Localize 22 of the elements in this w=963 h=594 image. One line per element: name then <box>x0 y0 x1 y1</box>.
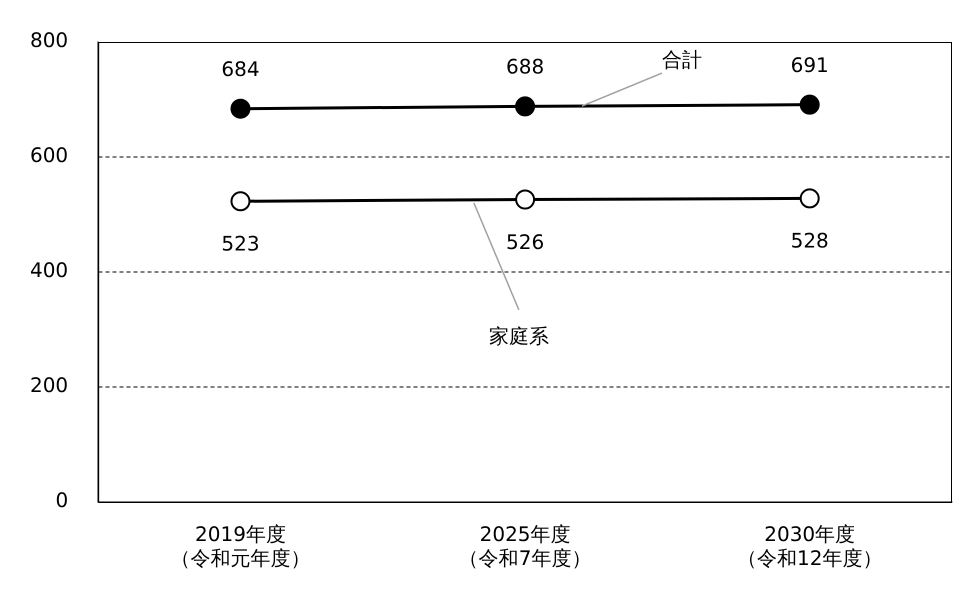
y-tick-label: 0 <box>55 488 68 512</box>
series-label: 合計 <box>662 47 702 72</box>
point <box>800 188 820 208</box>
point <box>515 96 536 116</box>
point <box>230 191 250 212</box>
point <box>230 98 250 119</box>
y-tick-label: 600 <box>30 143 68 168</box>
point <box>800 94 820 115</box>
x-tick-label: 2025年度（令和7年度） <box>458 522 592 570</box>
data-label: 526 <box>506 230 544 254</box>
y-tick-label: 800 <box>30 28 68 52</box>
x-tick-label: 2019年度（令和元年度） <box>170 522 310 570</box>
data-label: 691 <box>790 52 829 77</box>
x-tick-label: 2030年度（令和12年度） <box>736 522 882 570</box>
data-label: 523 <box>221 231 260 256</box>
point <box>515 190 536 210</box>
y-tick-label: 200 <box>30 373 68 398</box>
y-tick-label: 400 <box>30 258 68 282</box>
data-label: 528 <box>790 228 829 253</box>
text: 家庭系 <box>488 324 549 348</box>
data-label: 688 <box>506 54 544 79</box>
data-label: 684 <box>221 56 260 81</box>
